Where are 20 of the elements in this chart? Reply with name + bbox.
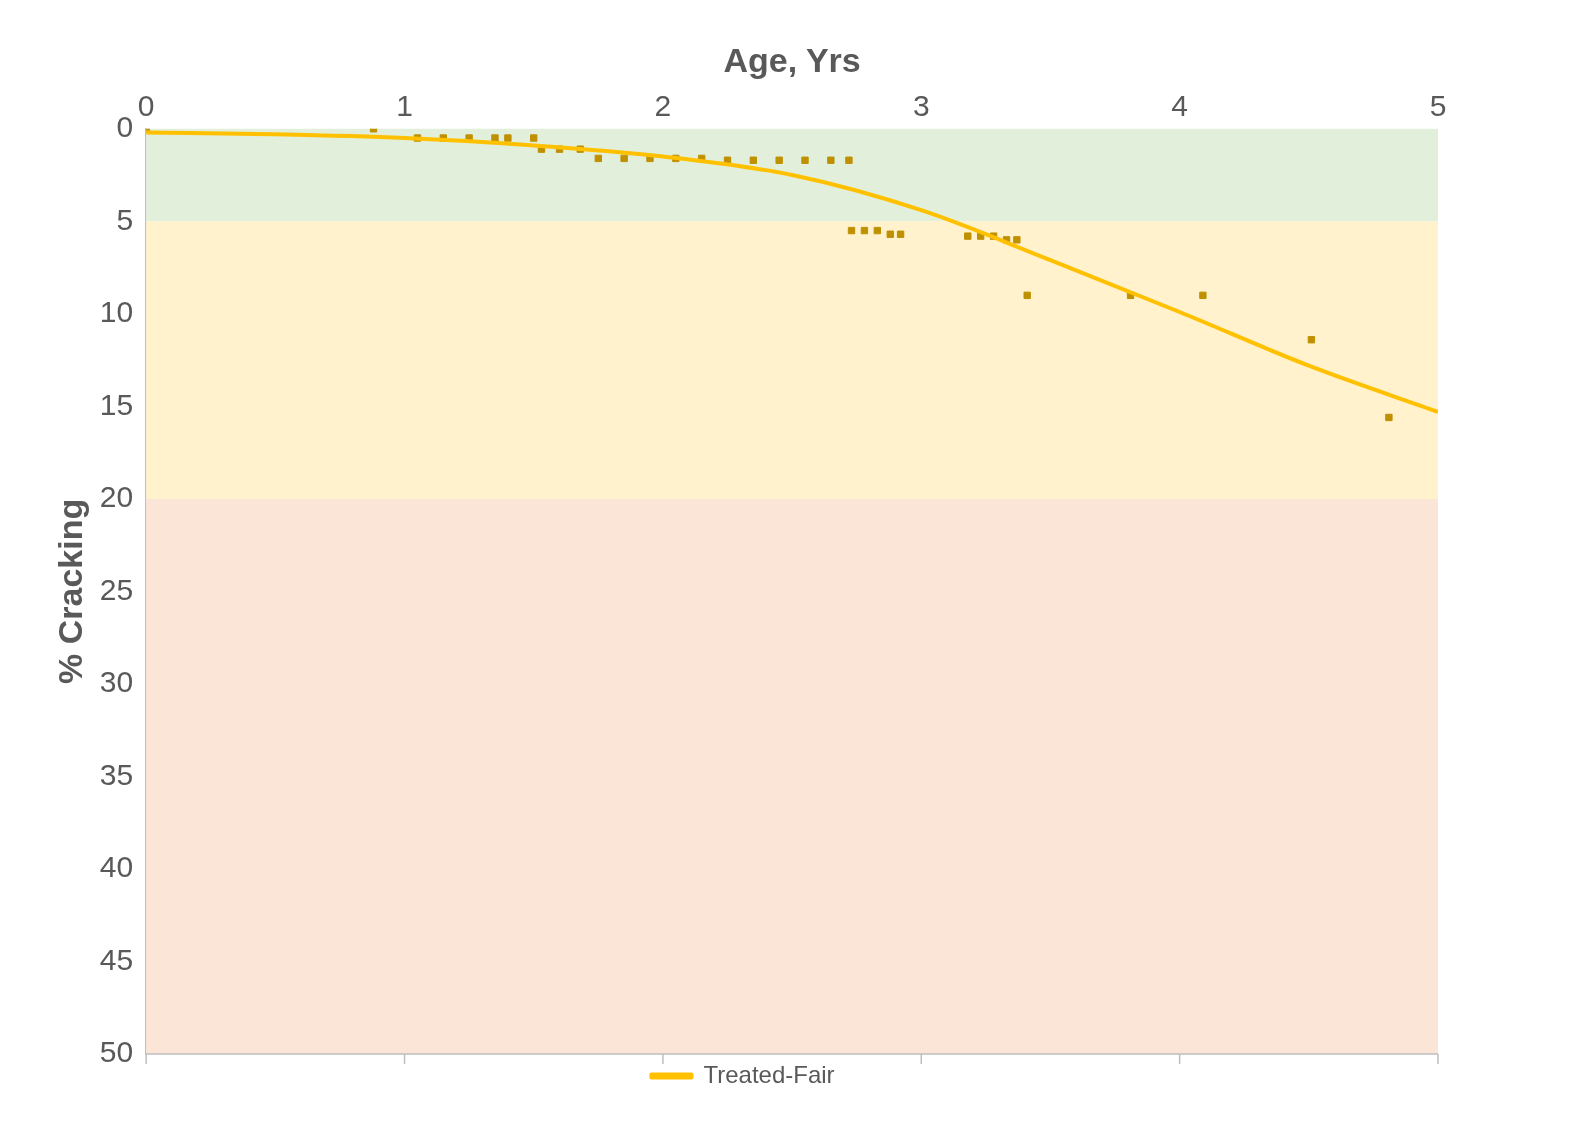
y-tick-label: 10 [99, 295, 134, 329]
y-tick-label: 15 [99, 387, 134, 421]
y-tick-label: 45 [99, 942, 134, 976]
x-tick-label: 0 [137, 89, 155, 123]
x-tick-label: 1 [396, 89, 413, 123]
y-tick-label: 35 [99, 757, 134, 791]
y-axis-title: % Cracking [50, 498, 89, 684]
x-tick-label: 5 [1429, 89, 1447, 123]
x-tick-label: 2 [654, 89, 672, 123]
y-tick-label: 30 [99, 665, 134, 699]
y-tick-label: 5 [116, 202, 134, 236]
y-tick-label: 0 [116, 110, 134, 144]
legend-label: Treated-Fair [703, 1060, 835, 1088]
y-tick-label: 20 [99, 480, 134, 514]
y-tick-label: 40 [99, 850, 134, 884]
y-tick-label: 25 [99, 572, 134, 606]
x-tick-label: 3 [912, 89, 930, 123]
x-tick-label: 4 [1171, 89, 1188, 123]
y-tick-label: 50 [99, 1035, 134, 1069]
x-axis-title: Age, Yrs [723, 40, 861, 79]
